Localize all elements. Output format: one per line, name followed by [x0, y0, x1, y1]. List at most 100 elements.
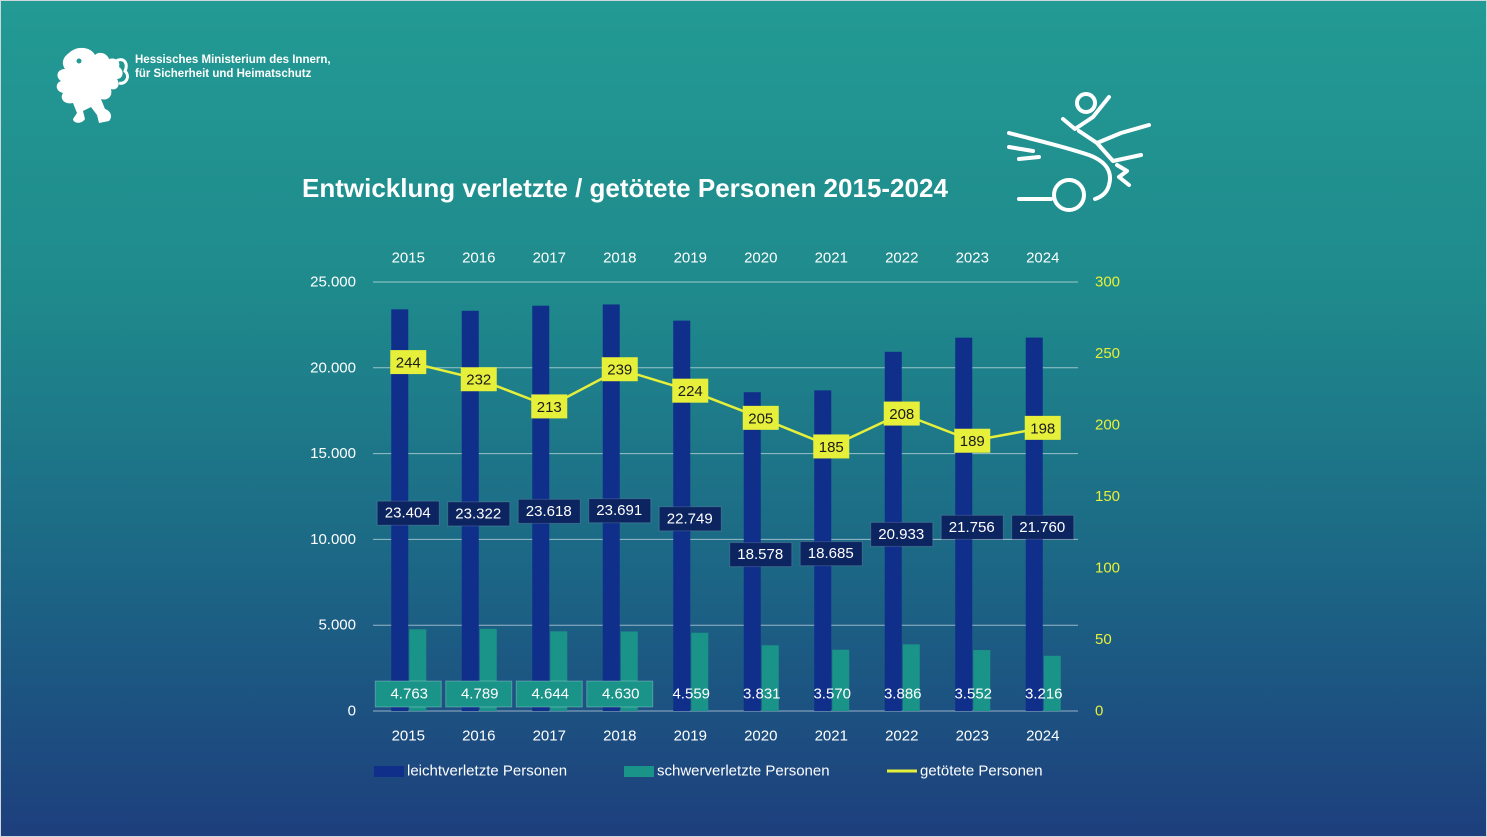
- data-label-getoetete: 208: [889, 406, 914, 423]
- data-label-box-getoetete: [742, 405, 779, 430]
- x-tick-label-bottom: 2024: [1026, 728, 1059, 745]
- data-label-leichtverletzte: 22.749: [667, 510, 713, 527]
- legend-swatch-leichtverletzte: [374, 766, 404, 777]
- data-label-box-schwerverletzte: [374, 680, 442, 708]
- data-label-box-leichtverletzte: [376, 500, 440, 526]
- data-label-box-schwerverletzte: [586, 680, 654, 708]
- bar-schwerverletzte: [973, 650, 991, 711]
- legend-label-schwerverletzte: schwerverletzte Personen: [657, 763, 830, 780]
- data-label-schwerverletzte: 3.831: [743, 686, 781, 703]
- data-label-getoetete: 185: [819, 439, 844, 456]
- x-tick-label-bottom: 2016: [462, 728, 495, 745]
- data-label-getoetete: 198: [1030, 420, 1055, 437]
- x-tick-label-top: 2015: [392, 250, 425, 267]
- data-label-getoetete: 205: [748, 410, 773, 427]
- y-right-tick-label: 150: [1095, 488, 1120, 505]
- x-tick-label-top: 2017: [533, 250, 566, 267]
- data-label-schwerverletzte: 4.763: [390, 686, 428, 703]
- data-label-box-getoetete: [954, 428, 991, 453]
- data-label-box-leichtverletzte: [447, 501, 511, 527]
- ministry-line-1: Hessisches Ministerium des Innern,: [135, 54, 331, 66]
- chart-title: Entwicklung verletzte / getötete Persone…: [302, 173, 948, 203]
- data-label-getoetete: 224: [678, 383, 703, 400]
- y-left-tick-label: 15.000: [310, 445, 356, 462]
- car-accident-icon: [1007, 92, 1151, 212]
- data-label-box-getoetete: [531, 394, 568, 419]
- data-label-box-leichtverletzte: [799, 541, 863, 567]
- data-label-getoetete: 213: [537, 399, 562, 416]
- data-label-schwerverletzte: 4.789: [461, 686, 499, 703]
- ministry-line-2: für Sicherheit und Heimatschutz: [135, 68, 312, 80]
- data-label-leichtverletzte: 23.691: [596, 502, 642, 519]
- data-label-box-getoetete: [390, 350, 427, 375]
- y-right-tick-label: 100: [1095, 560, 1120, 577]
- y-right-tick-label: 250: [1095, 345, 1120, 362]
- data-label-box-leichtverletzte: [729, 542, 793, 568]
- data-label-box-leichtverletzte: [517, 498, 581, 524]
- data-label-box-getoetete: [672, 378, 709, 403]
- data-label-schwerverletzte: 4.630: [602, 686, 640, 703]
- data-label-box-getoetete: [460, 367, 497, 392]
- data-label-box-getoetete: [1024, 415, 1061, 440]
- x-tick-label-bottom: 2020: [744, 728, 777, 745]
- x-tick-label-bottom: 2023: [956, 728, 989, 745]
- legend-label-getoetete: getötete Personen: [920, 763, 1043, 780]
- data-label-getoetete: 244: [396, 355, 421, 372]
- x-tick-label-top: 2016: [462, 250, 495, 267]
- legend-swatch-schwerverletzte: [624, 766, 654, 777]
- y-left-tick-label: 20.000: [310, 359, 356, 376]
- y-right-tick-label: 0: [1095, 703, 1103, 720]
- y-left-tick-label: 0: [348, 703, 356, 720]
- data-label-leichtverletzte: 21.760: [1019, 519, 1065, 536]
- x-tick-label-top: 2022: [885, 250, 918, 267]
- data-label-getoetete: 189: [960, 433, 985, 450]
- data-label-schwerverletzte: 3.570: [813, 686, 851, 703]
- bar-schwerverletzte: [832, 649, 850, 711]
- data-label-schwerverletzte: 4.559: [672, 686, 710, 703]
- y-left-tick-label: 5.000: [318, 617, 356, 634]
- x-tick-label-top: 2020: [744, 250, 777, 267]
- data-label-getoetete: 239: [607, 362, 632, 379]
- data-label-box-getoetete: [601, 357, 638, 382]
- x-tick-label-bottom: 2017: [533, 728, 566, 745]
- data-label-schwerverletzte: 4.644: [531, 686, 569, 703]
- y-left-tick-label: 25.000: [310, 274, 356, 291]
- data-label-leichtverletzte: 21.756: [949, 519, 995, 536]
- bar-schwerverletzte: [902, 644, 920, 711]
- y-right-tick-label: 200: [1095, 417, 1120, 434]
- y-right-tick-label: 300: [1095, 274, 1120, 291]
- x-tick-label-top: 2018: [603, 250, 636, 267]
- data-label-schwerverletzte: 3.216: [1025, 686, 1063, 703]
- bar-schwerverletzte: [691, 632, 709, 711]
- data-label-box-leichtverletzte: [588, 498, 652, 524]
- data-label-leichtverletzte: 23.618: [526, 503, 572, 520]
- legend-label-leichtverletzte: leichtverletzte Personen: [407, 763, 567, 780]
- data-label-box-leichtverletzte: [940, 514, 1004, 540]
- data-label-schwerverletzte: 3.886: [884, 686, 922, 703]
- ministry-name: Hessisches Ministerium des Innern, für S…: [135, 53, 331, 81]
- x-tick-label-top: 2023: [956, 250, 989, 267]
- bar-schwerverletzte: [761, 645, 779, 711]
- data-label-leichtverletzte: 23.322: [455, 505, 501, 522]
- hessen-lion-icon: [56, 47, 129, 123]
- data-label-box-leichtverletzte: [870, 521, 934, 547]
- x-tick-label-bottom: 2021: [815, 728, 848, 745]
- x-tick-label-bottom: 2015: [392, 728, 425, 745]
- data-label-box-getoetete: [813, 434, 850, 459]
- data-label-getoetete: 232: [466, 372, 491, 389]
- data-label-box-schwerverletzte: [445, 680, 513, 708]
- x-tick-label-top: 2019: [674, 250, 707, 267]
- data-label-box-leichtverletzte: [658, 506, 722, 532]
- data-label-schwerverletzte: 3.552: [954, 686, 992, 703]
- x-tick-label-top: 2021: [815, 250, 848, 267]
- x-tick-label-bottom: 2022: [885, 728, 918, 745]
- x-tick-label-bottom: 2018: [603, 728, 636, 745]
- line-getoetete: [407, 360, 1043, 448]
- x-tick-label-bottom: 2019: [674, 728, 707, 745]
- data-label-leichtverletzte: 18.685: [808, 545, 854, 562]
- data-label-leichtverletzte: 20.933: [878, 526, 924, 543]
- y-left-tick-label: 10.000: [310, 531, 356, 548]
- data-label-leichtverletzte: 23.404: [385, 505, 431, 522]
